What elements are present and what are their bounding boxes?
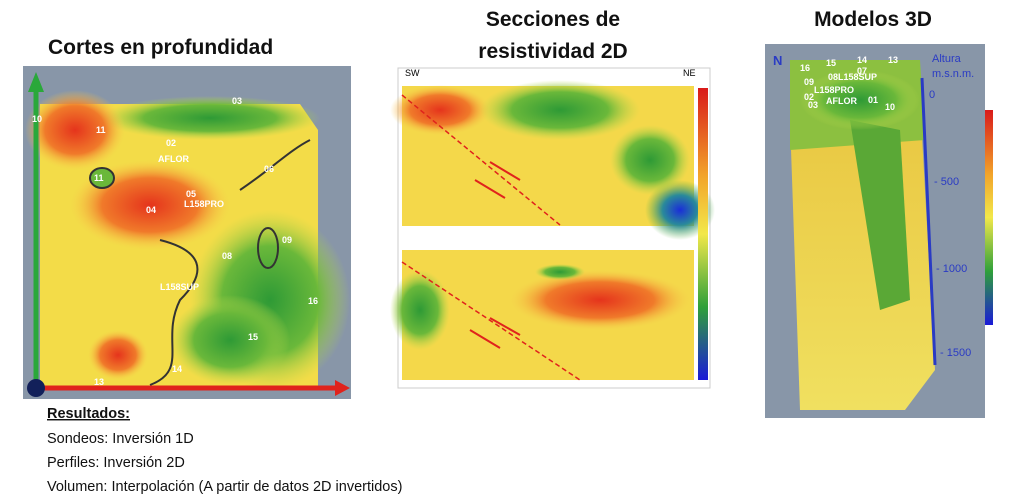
- axis-tick-label: 0: [929, 89, 935, 101]
- model-label: 10: [885, 102, 895, 112]
- map-label: 11: [96, 125, 106, 135]
- model-label: 03: [808, 100, 818, 110]
- model-label: 07: [857, 66, 867, 76]
- panel-title: Cortes en profundidad: [48, 36, 273, 59]
- map-label: 13: [94, 377, 104, 387]
- axis-tick-label: - 1000: [936, 263, 967, 275]
- map-label: 10: [32, 114, 42, 124]
- axis-tick-label: - 1500: [940, 347, 971, 359]
- model-label: 08: [828, 72, 838, 82]
- map-label: 11: [94, 173, 104, 183]
- north-label: N: [773, 53, 782, 68]
- model-label: 16: [800, 63, 810, 73]
- map-label: 16: [308, 296, 318, 306]
- model-3d-image: [765, 44, 993, 418]
- map-label: 15: [248, 332, 258, 342]
- map-label: L158SUP: [160, 282, 199, 292]
- model-label: AFLOR: [826, 96, 857, 106]
- results-line: Perfiles: Inversión 2D: [47, 455, 185, 471]
- map-label: 05: [186, 189, 196, 199]
- model-label: 15: [826, 58, 836, 68]
- map-label: 06: [264, 164, 274, 174]
- results-line: Sondeos: Inversión 1D: [47, 431, 194, 447]
- panel-title: Modelos 3D: [814, 8, 932, 31]
- results-heading: Resultados:: [47, 406, 130, 422]
- map-label: 03: [232, 96, 242, 106]
- depth-slice-image: [23, 66, 351, 399]
- model-label: 01: [868, 95, 878, 105]
- map-label: 02: [166, 138, 176, 148]
- map-label: AFLOR: [158, 154, 189, 164]
- resistivity-sections-image: [390, 67, 715, 389]
- model-label: L158SUP: [838, 72, 877, 82]
- axis-title: Altura: [932, 53, 962, 65]
- model-label: L158PRO: [814, 85, 854, 95]
- map-label: 04: [146, 205, 156, 215]
- map-label: 09: [282, 235, 292, 245]
- panel-title: resistividad 2D: [478, 40, 627, 63]
- model-label: 13: [888, 55, 898, 65]
- axis-title: m.s.n.m.: [932, 68, 974, 80]
- map-label: 14: [172, 364, 182, 374]
- model-label: 09: [804, 77, 814, 87]
- map-label: L158PRO: [184, 199, 224, 209]
- section-label: NE: [683, 68, 696, 78]
- section-label: SW: [405, 68, 420, 78]
- model-label: 14: [857, 55, 867, 65]
- results-line: Volumen: Interpolación (A partir de dato…: [47, 479, 402, 495]
- axis-tick-label: - 500: [934, 176, 959, 188]
- model-label: 02: [804, 92, 814, 102]
- panel-title: Secciones de: [486, 8, 620, 31]
- map-label: 08: [222, 251, 232, 261]
